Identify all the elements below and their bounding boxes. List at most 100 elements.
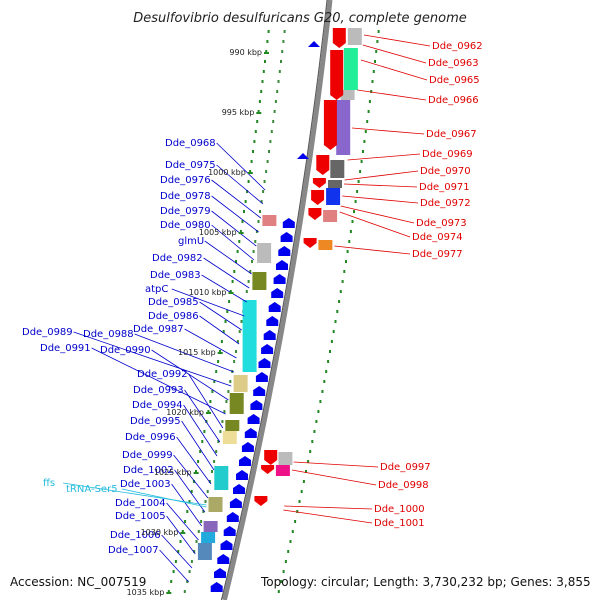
gene-label-forward: Dde_1001 [374,518,425,529]
connector-forward [340,205,415,224]
tick-dash [262,190,265,193]
tick-dash [201,440,204,443]
gene-label-reverse: Dde_0979 [160,206,211,217]
tick-dash [220,340,223,343]
kbp-tick [264,52,269,54]
gene-arrow-reverse-small [297,153,309,159]
connector-reverse [199,315,240,345]
tick-dash [221,420,224,423]
tick-dash [274,100,277,103]
tick-dash [345,260,347,263]
tick-dash [321,390,324,393]
gene-label-reverse: Dde_1005 [115,511,166,522]
tick-dash [283,30,286,33]
tick-dash [211,470,213,473]
kbp-tick [166,592,172,594]
gene-arrow-reverse [271,288,284,298]
tick-dash [217,440,220,443]
connector-reverse [201,274,247,303]
gene-label-forward: Dde_0963 [428,58,479,69]
tick-dash [229,380,232,383]
tick-dash [270,130,273,133]
tick-dash [325,370,328,373]
kbp-tick [180,532,186,534]
connector-reverse [216,142,266,191]
connector-rna [62,482,207,506]
gene-block-forward [328,180,342,188]
gene-block-reverse [208,497,223,512]
gene-arrow-forward [261,465,275,474]
tick-dash [223,410,226,413]
gene-block-forward [318,240,333,250]
gene-arrow-reverse [241,442,254,452]
gene-label-reverse: Dde_0987 [133,324,184,335]
gene-block-forward [323,210,338,222]
gene-block-reverse [214,466,229,490]
connector-forward [347,153,421,161]
gene-label-forward: Dde_0998 [378,480,429,491]
tick-dash [253,140,256,143]
gene-arrow-forward [330,50,344,100]
connector-forward [342,195,419,204]
tick-dash [233,270,236,273]
gene-arrow-reverse [255,372,268,382]
tick-dash [359,170,362,173]
tick-dash [208,480,211,483]
tick-dash [315,420,318,423]
tick-dash [272,120,275,123]
gene-label-reverse: Dde_0989 [22,327,73,338]
kbp-label: 1000 kbp [208,168,246,177]
tick-dash [319,400,322,403]
tick-dash [256,120,259,123]
tick-dash [238,330,241,333]
connector-reverse [199,301,242,331]
tick-dash [188,500,191,503]
connector-reverse [183,404,218,457]
connector-reverse [166,502,199,541]
gene-block-forward [340,90,355,100]
tick-dash [375,50,378,53]
gene-arrow-forward [316,155,330,175]
tick-dash [257,110,260,113]
gene-arrow-reverse [244,428,257,438]
tick-dash [254,240,257,243]
tick-dash [317,410,320,413]
tick-dash [213,380,216,383]
genome-backbone [220,0,333,600]
tick-dash [282,40,285,43]
tick-dash [305,470,307,473]
connector-forward [284,505,373,510]
tick-dash [277,590,280,593]
gene-block-forward [336,100,351,155]
tick-dash [255,230,258,233]
tick-dash [200,520,203,523]
gene-block-reverse [225,420,240,431]
gene-label-forward: Dde_0967 [426,129,477,140]
gene-label-reverse: Dde_0994 [132,400,183,411]
tick-dash [263,180,266,183]
tick-dash [195,470,197,473]
kbp-tick [217,352,223,354]
gene-label-reverse: Dde_0996 [125,432,176,443]
connector-reverse [188,373,224,429]
tick-dash [167,590,170,593]
kbp-label: 1005 kbp [199,228,237,237]
gene-block-reverse [197,543,212,560]
gene-label-reverse: Dde_1007 [108,545,159,556]
gene-block-reverse [229,393,244,414]
gene-label-reverse: Dde_0992 [137,369,188,380]
tick-dash [289,540,292,543]
tick-dash [349,230,352,233]
gene-label-forward: Dde_0977 [412,249,463,260]
tick-dash [278,70,281,73]
tick-dash [197,460,200,463]
gene-label-reverse: Dde_0986 [148,311,199,322]
backbone-edge [220,0,328,600]
tick-dash [260,200,263,203]
tick-dash [277,80,280,83]
connector-forward [293,461,379,468]
gene-arrow-reverse [223,526,236,536]
tick-dash [309,450,312,453]
connector-forward [352,127,425,135]
